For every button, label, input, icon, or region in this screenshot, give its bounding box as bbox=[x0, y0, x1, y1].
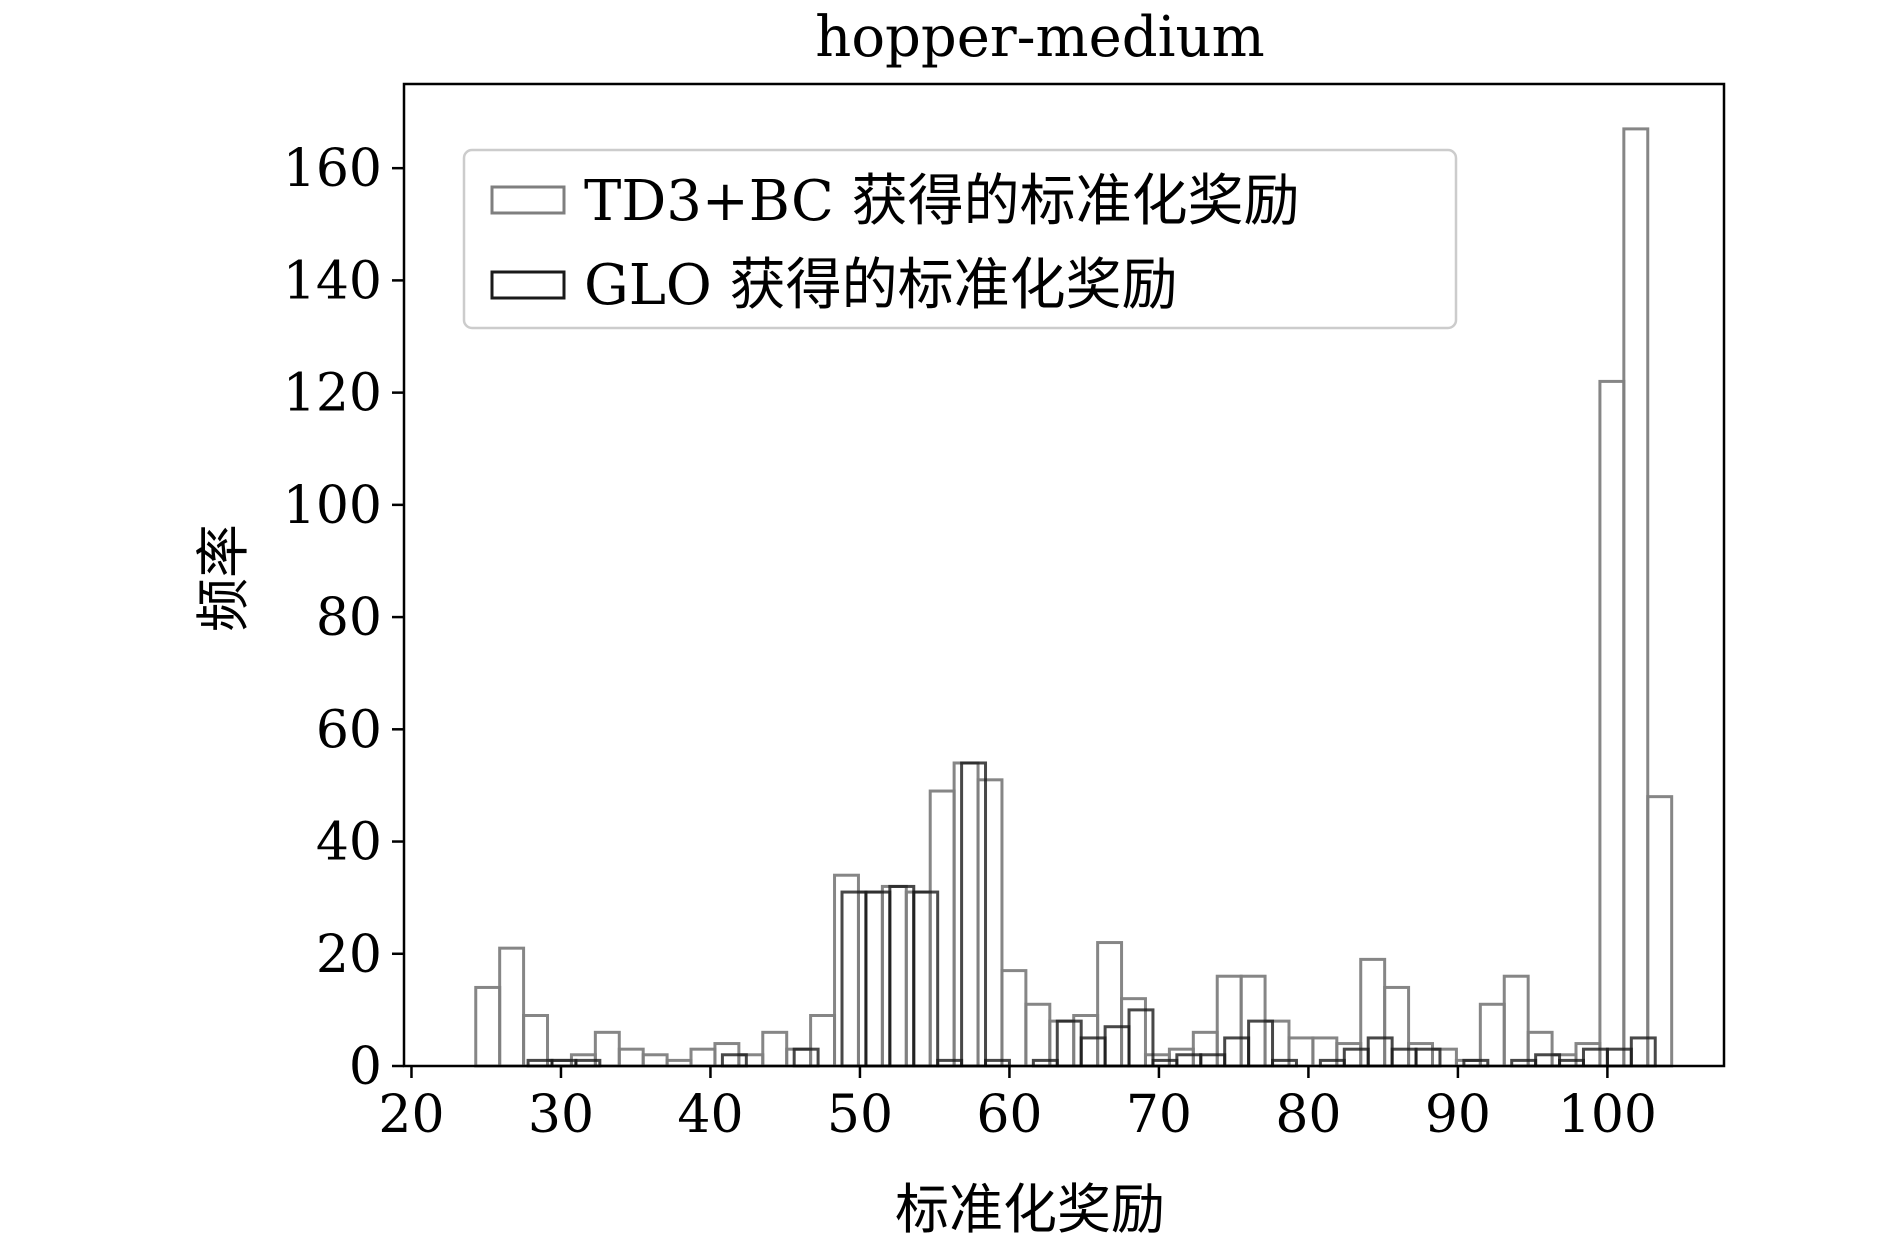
y-tick-label-5: 100 bbox=[283, 476, 382, 536]
series-1-bar-25 bbox=[1366, 1036, 1394, 1068]
series-0-bar-42 bbox=[1478, 1002, 1506, 1068]
series-0-bar-17 bbox=[880, 884, 908, 1068]
series-0-bar-36 bbox=[1335, 1042, 1363, 1068]
chart-title: hopper-medium bbox=[815, 5, 1264, 70]
y-tick-label-4: 80 bbox=[316, 588, 382, 648]
y-tick-label-7: 140 bbox=[283, 251, 382, 311]
y-axis-label: 频率 bbox=[192, 524, 255, 632]
series-0-bar-15 bbox=[833, 873, 860, 1068]
series-1-bar-30 bbox=[1534, 1053, 1562, 1068]
series-0-bar-9 bbox=[689, 1047, 717, 1068]
x-axis-ticks: 20 30 40 50 60 70 80 90 100 bbox=[378, 1066, 1657, 1145]
series-0-bar-19 bbox=[928, 789, 956, 1068]
series-1-bar-24 bbox=[1342, 1047, 1370, 1068]
series-0-bar-2 bbox=[522, 1014, 550, 1068]
series-1-bar-13 bbox=[1055, 1019, 1083, 1068]
x-tick-label-3: 50 bbox=[827, 1085, 893, 1145]
x-tick-label-4: 60 bbox=[976, 1085, 1042, 1145]
series-0-bar-25 bbox=[1072, 1014, 1100, 1068]
series-1-bar-27 bbox=[1414, 1047, 1442, 1068]
series-0-bar-43 bbox=[1502, 974, 1530, 1068]
series-0-bar-22 bbox=[1000, 969, 1028, 1068]
series-1-bar-8 bbox=[912, 890, 940, 1068]
series-0-bar-26 bbox=[1096, 941, 1124, 1068]
legend-label-td3bc: TD3+BC 获得的标准化奖励 bbox=[584, 169, 1300, 234]
y-tick-label-1: 20 bbox=[316, 925, 382, 985]
legend-label-glo: GLO 获得的标准化奖励 bbox=[584, 253, 1178, 318]
series-0-bar-1 bbox=[498, 946, 526, 1068]
series-0-bar-23 bbox=[1024, 1002, 1052, 1068]
series-0-bar-16 bbox=[856, 890, 884, 1068]
series-0-bar-14 bbox=[809, 1014, 837, 1068]
series-0-bar-20 bbox=[952, 761, 980, 1068]
series-1-bar-26 bbox=[1390, 1047, 1418, 1068]
series-0-bar-46 bbox=[1574, 1042, 1602, 1068]
series-0-bar-7 bbox=[641, 1053, 669, 1068]
series-1-bar-6 bbox=[864, 890, 892, 1068]
series-0-bar-30 bbox=[1191, 1030, 1219, 1068]
legend-box bbox=[462, 148, 1458, 330]
y-axis-ticks: 0 20 40 60 80 100 120 140 160 bbox=[283, 139, 404, 1097]
series-0-bar-48 bbox=[1622, 127, 1650, 1068]
x-tick-label-1: 30 bbox=[528, 1085, 594, 1145]
y-tick-label-2: 40 bbox=[316, 813, 382, 873]
legend-swatch-td3bc bbox=[490, 185, 566, 215]
legend-swatch-glo bbox=[490, 270, 566, 300]
series-1-bar-3 bbox=[720, 1053, 748, 1068]
x-tick-label-2: 40 bbox=[677, 1085, 743, 1145]
series-0-bar-6 bbox=[617, 1047, 645, 1068]
y-tick-label-6: 120 bbox=[283, 364, 382, 424]
series-0-bar-39 bbox=[1407, 1042, 1434, 1068]
x-tick-label-6: 80 bbox=[1275, 1085, 1341, 1145]
series-0-bar-13 bbox=[785, 1047, 813, 1068]
series-0-bar-29 bbox=[1167, 1047, 1195, 1068]
y-tick-label-8: 160 bbox=[283, 139, 382, 199]
series-0-bar-38 bbox=[1383, 985, 1411, 1068]
series-0-bar-0 bbox=[474, 985, 502, 1068]
series-1-bar-10 bbox=[960, 761, 988, 1068]
series-1-bar-18 bbox=[1175, 1053, 1203, 1068]
series-1-bar-5 bbox=[840, 890, 868, 1068]
series-1-bar-7 bbox=[888, 884, 916, 1068]
series-0-bar-11 bbox=[737, 1053, 765, 1068]
series-1-bar-4 bbox=[792, 1047, 820, 1068]
series-0-bar-18 bbox=[904, 890, 932, 1068]
series-1-bar-19 bbox=[1199, 1053, 1227, 1068]
series-0-bar-47 bbox=[1598, 379, 1626, 1068]
plot-frame bbox=[402, 82, 1726, 1068]
series-0-bar-40 bbox=[1430, 1047, 1458, 1068]
series-1-bar-16 bbox=[1127, 1008, 1155, 1068]
y-tick-label-3: 60 bbox=[316, 700, 382, 760]
series-0-bar-21 bbox=[976, 778, 1004, 1068]
x-tick-label-7: 90 bbox=[1425, 1085, 1491, 1145]
x-tick-label-5: 70 bbox=[1126, 1085, 1192, 1145]
series-1-bar-32 bbox=[1581, 1047, 1609, 1068]
series-1-bar-15 bbox=[1103, 1025, 1131, 1068]
series-0-bar-49 bbox=[1646, 795, 1674, 1068]
series-1-bars bbox=[526, 761, 1657, 1068]
series-0-bar-12 bbox=[761, 1030, 789, 1068]
x-axis-label: 标准化奖励 bbox=[895, 1178, 1165, 1238]
legend: TD3+BC 获得的标准化奖励 GLO 获得的标准化奖励 bbox=[462, 148, 1458, 330]
series-0-bar-31 bbox=[1215, 974, 1243, 1068]
y-tick-label-0: 0 bbox=[349, 1037, 382, 1097]
series-1-bar-14 bbox=[1079, 1036, 1107, 1068]
series-1-bar-33 bbox=[1605, 1047, 1633, 1068]
x-tick-label-8: 100 bbox=[1558, 1085, 1657, 1145]
x-tick-label-0: 20 bbox=[378, 1085, 444, 1145]
series-1-bar-34 bbox=[1629, 1036, 1657, 1068]
series-1-bar-20 bbox=[1223, 1036, 1251, 1068]
series-1-bar-21 bbox=[1247, 1019, 1275, 1068]
